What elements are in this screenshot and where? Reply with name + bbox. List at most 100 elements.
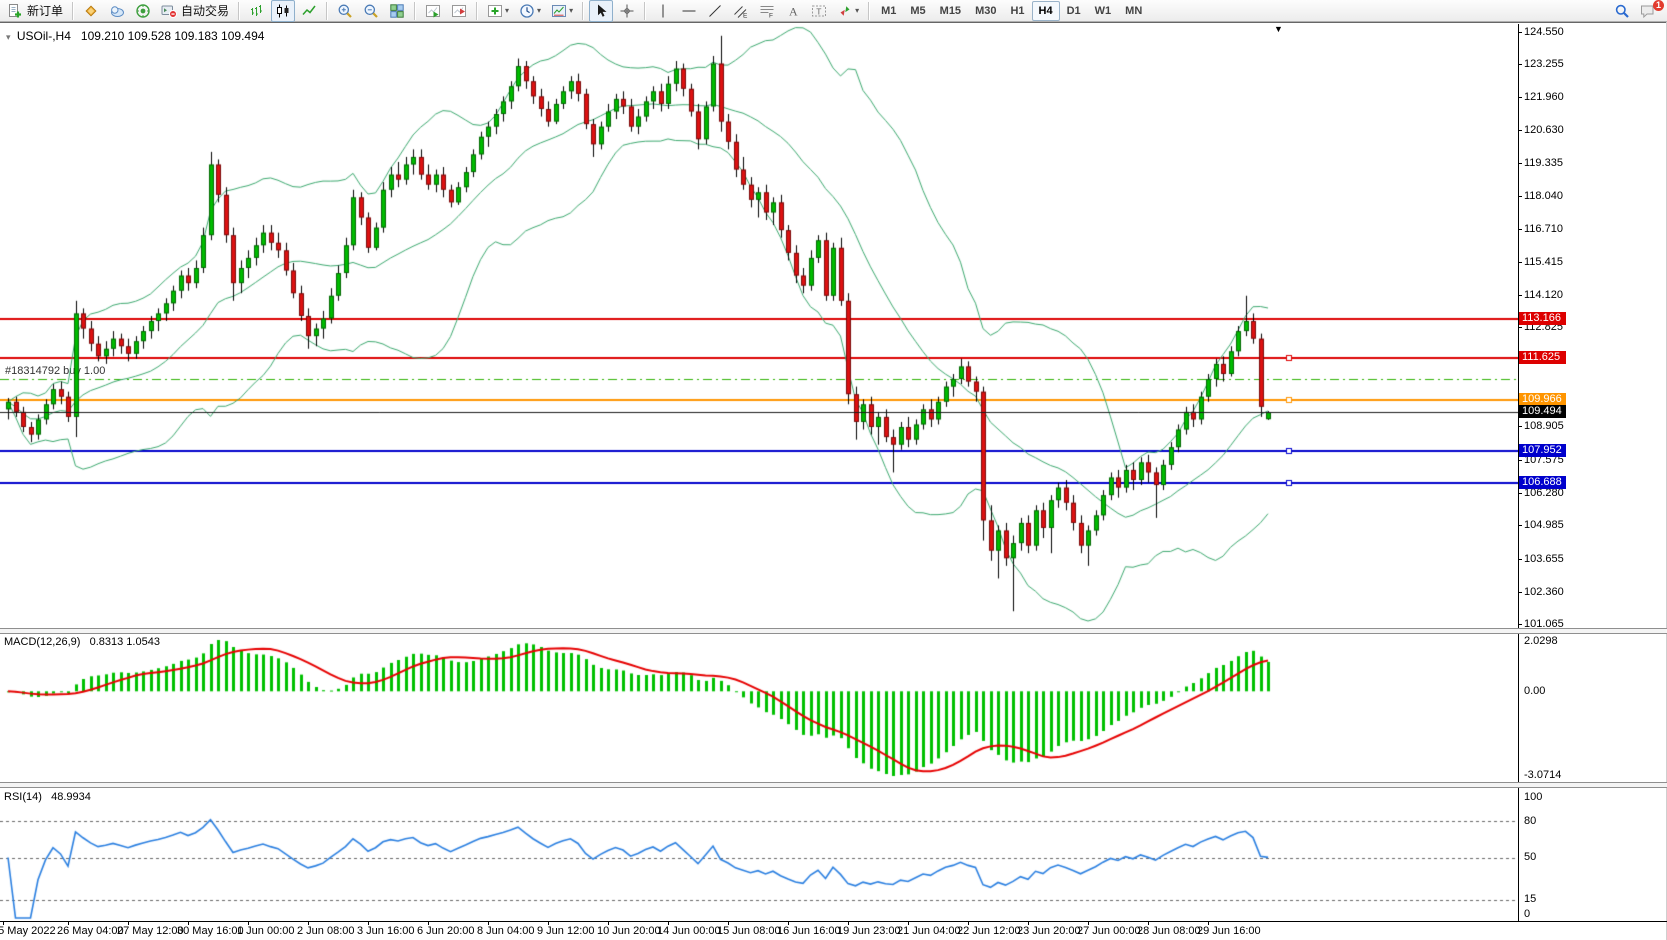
toolbar-separator — [476, 1, 479, 20]
price-badge: 106.688 — [1519, 476, 1566, 489]
date-tick-mark — [488, 921, 489, 925]
price-tick-label: 106.280 — [1524, 487, 1564, 499]
date-tick-mark — [968, 921, 969, 925]
toolbar-separator — [414, 1, 417, 20]
rsi-canvas[interactable] — [0, 788, 1518, 921]
data-window-icon — [109, 3, 125, 19]
zoom-in-button[interactable] — [333, 0, 357, 22]
templates-button[interactable]: ▾ — [547, 0, 577, 22]
price-tick-mark — [1518, 262, 1522, 263]
svg-text:F: F — [769, 12, 773, 19]
horizontal-line-button[interactable] — [677, 0, 701, 22]
date-tick-mark — [128, 921, 129, 925]
timeframe-button-m30[interactable]: M30 — [975, 4, 997, 17]
chart-window-border — [0, 22, 1667, 25]
date-tick-mark — [308, 921, 309, 925]
autotrading-icon — [161, 3, 178, 19]
zoom-out-button[interactable] — [359, 0, 383, 22]
timeframe-button-d1[interactable]: D1 — [1066, 4, 1081, 17]
toolbar-separator — [72, 1, 75, 20]
equidistant-channel-button[interactable]: E — [729, 0, 753, 22]
price-tick-label: 107.575 — [1524, 454, 1564, 466]
vertical-line-button[interactable] — [651, 0, 675, 22]
price-tick-label: 120.630 — [1524, 124, 1564, 136]
auto-scroll-icon — [425, 3, 441, 19]
price-badge: 107.952 — [1519, 444, 1566, 457]
timeframe-button-mn[interactable]: MN — [1125, 4, 1143, 17]
tile-windows-button[interactable] — [385, 0, 409, 22]
autotrading-button[interactable]: 自动交易 — [157, 0, 233, 22]
price-tick-mark — [1518, 327, 1522, 328]
crosshair-button[interactable] — [615, 0, 639, 22]
price-tick-label: 104.985 — [1524, 519, 1564, 531]
chart-shift-marker-icon[interactable]: ▼ — [1274, 24, 1283, 34]
pane-splitter-rsi[interactable] — [0, 782, 1667, 788]
fibonacci-icon: F — [759, 3, 775, 19]
auto-scroll-button[interactable] — [421, 0, 445, 22]
date-tick-mark — [248, 921, 249, 925]
date-tick-label: 28 Jun 08:00 — [1137, 925, 1201, 937]
price-tick-mark — [1518, 32, 1522, 33]
trendline-button[interactable] — [703, 0, 727, 22]
bar-chart-button[interactable] — [245, 0, 269, 22]
market-watch-button[interactable] — [79, 0, 103, 22]
price-tick-mark — [1518, 229, 1522, 230]
price-badge: 111.625 — [1519, 351, 1566, 364]
macd-values: 0.8313 1.0543 — [89, 636, 160, 648]
timeframe-button-m5[interactable]: M5 — [910, 4, 926, 17]
timeframe-button-m15[interactable]: M15 — [939, 4, 962, 17]
window-menu-icon[interactable]: ▾ — [6, 32, 11, 42]
date-tick-mark — [908, 921, 909, 925]
price-tick-mark — [1518, 196, 1522, 197]
macd-scale-label: 2.0298 — [1524, 635, 1558, 647]
price-tick-mark — [1518, 163, 1522, 164]
rsi-scale-label: 50 — [1524, 851, 1537, 863]
rsi-value: 48.9934 — [51, 791, 91, 803]
timeframe-button-m1[interactable]: M1 — [881, 4, 897, 17]
price-tick-label: 123.255 — [1524, 58, 1564, 70]
chevron-down-icon: ▾ — [569, 6, 574, 15]
price-tick-mark — [1518, 592, 1522, 593]
chevron-down-icon: ▾ — [537, 6, 542, 15]
bar-chart-icon — [249, 3, 265, 19]
date-tick-label: 15 Jun 08:00 — [717, 925, 781, 937]
chart-shift-button[interactable] — [447, 0, 471, 22]
date-tick-mark — [428, 921, 429, 925]
timeframe-button-h1[interactable]: H1 — [1010, 4, 1025, 17]
cursor-button[interactable] — [589, 0, 614, 22]
navigator-button[interactable] — [131, 0, 155, 22]
date-tick-label: 22 Jun 12:00 — [957, 925, 1021, 937]
chat-button[interactable]: 1 — [1636, 0, 1664, 22]
price-badge: 109.966 — [1519, 393, 1566, 406]
candlestick-button[interactable] — [271, 0, 296, 22]
indicators-button[interactable]: ▾ — [483, 0, 513, 22]
price-tick-label: 116.710 — [1524, 223, 1563, 235]
zoom-out-icon — [363, 3, 379, 19]
date-tick-label: 21 Jun 04:00 — [897, 925, 961, 937]
macd-canvas[interactable] — [0, 634, 1518, 782]
data-window-button[interactable] — [105, 0, 129, 22]
zoom-in-icon — [337, 3, 353, 19]
pane-splitter-macd[interactable] — [0, 628, 1667, 634]
chevron-down-icon: ▾ — [505, 6, 510, 15]
timeframe-button-h4[interactable]: H4 — [1031, 0, 1060, 21]
fibonacci-button[interactable]: F — [755, 0, 779, 22]
price-chart-canvas[interactable] — [0, 24, 1518, 628]
line-chart-button[interactable] — [297, 0, 321, 22]
price-tick-label: 101.065 — [1524, 618, 1564, 630]
price-tick-mark — [1518, 295, 1522, 296]
text-icon: A — [785, 3, 801, 19]
text-button[interactable]: A — [781, 0, 805, 22]
new-order-button[interactable]: 新订单 — [3, 0, 67, 22]
svg-text:E: E — [743, 12, 748, 19]
search-button[interactable] — [1610, 0, 1634, 22]
text-label-button[interactable]: T — [807, 0, 831, 22]
rsi-indicator-label: RSI(14) 48.9934 — [4, 791, 91, 803]
chart-title: ▾ USOil-,H4 109.210 109.528 109.183 109.… — [6, 29, 264, 43]
horizontal-line-icon — [681, 3, 697, 19]
timeframe-button-w1[interactable]: W1 — [1094, 4, 1112, 17]
price-tick-label: 108.905 — [1524, 420, 1564, 432]
date-tick-mark — [848, 921, 849, 925]
periods-button[interactable]: ▾ — [515, 0, 545, 22]
arrows-button[interactable]: ▾ — [833, 0, 863, 22]
